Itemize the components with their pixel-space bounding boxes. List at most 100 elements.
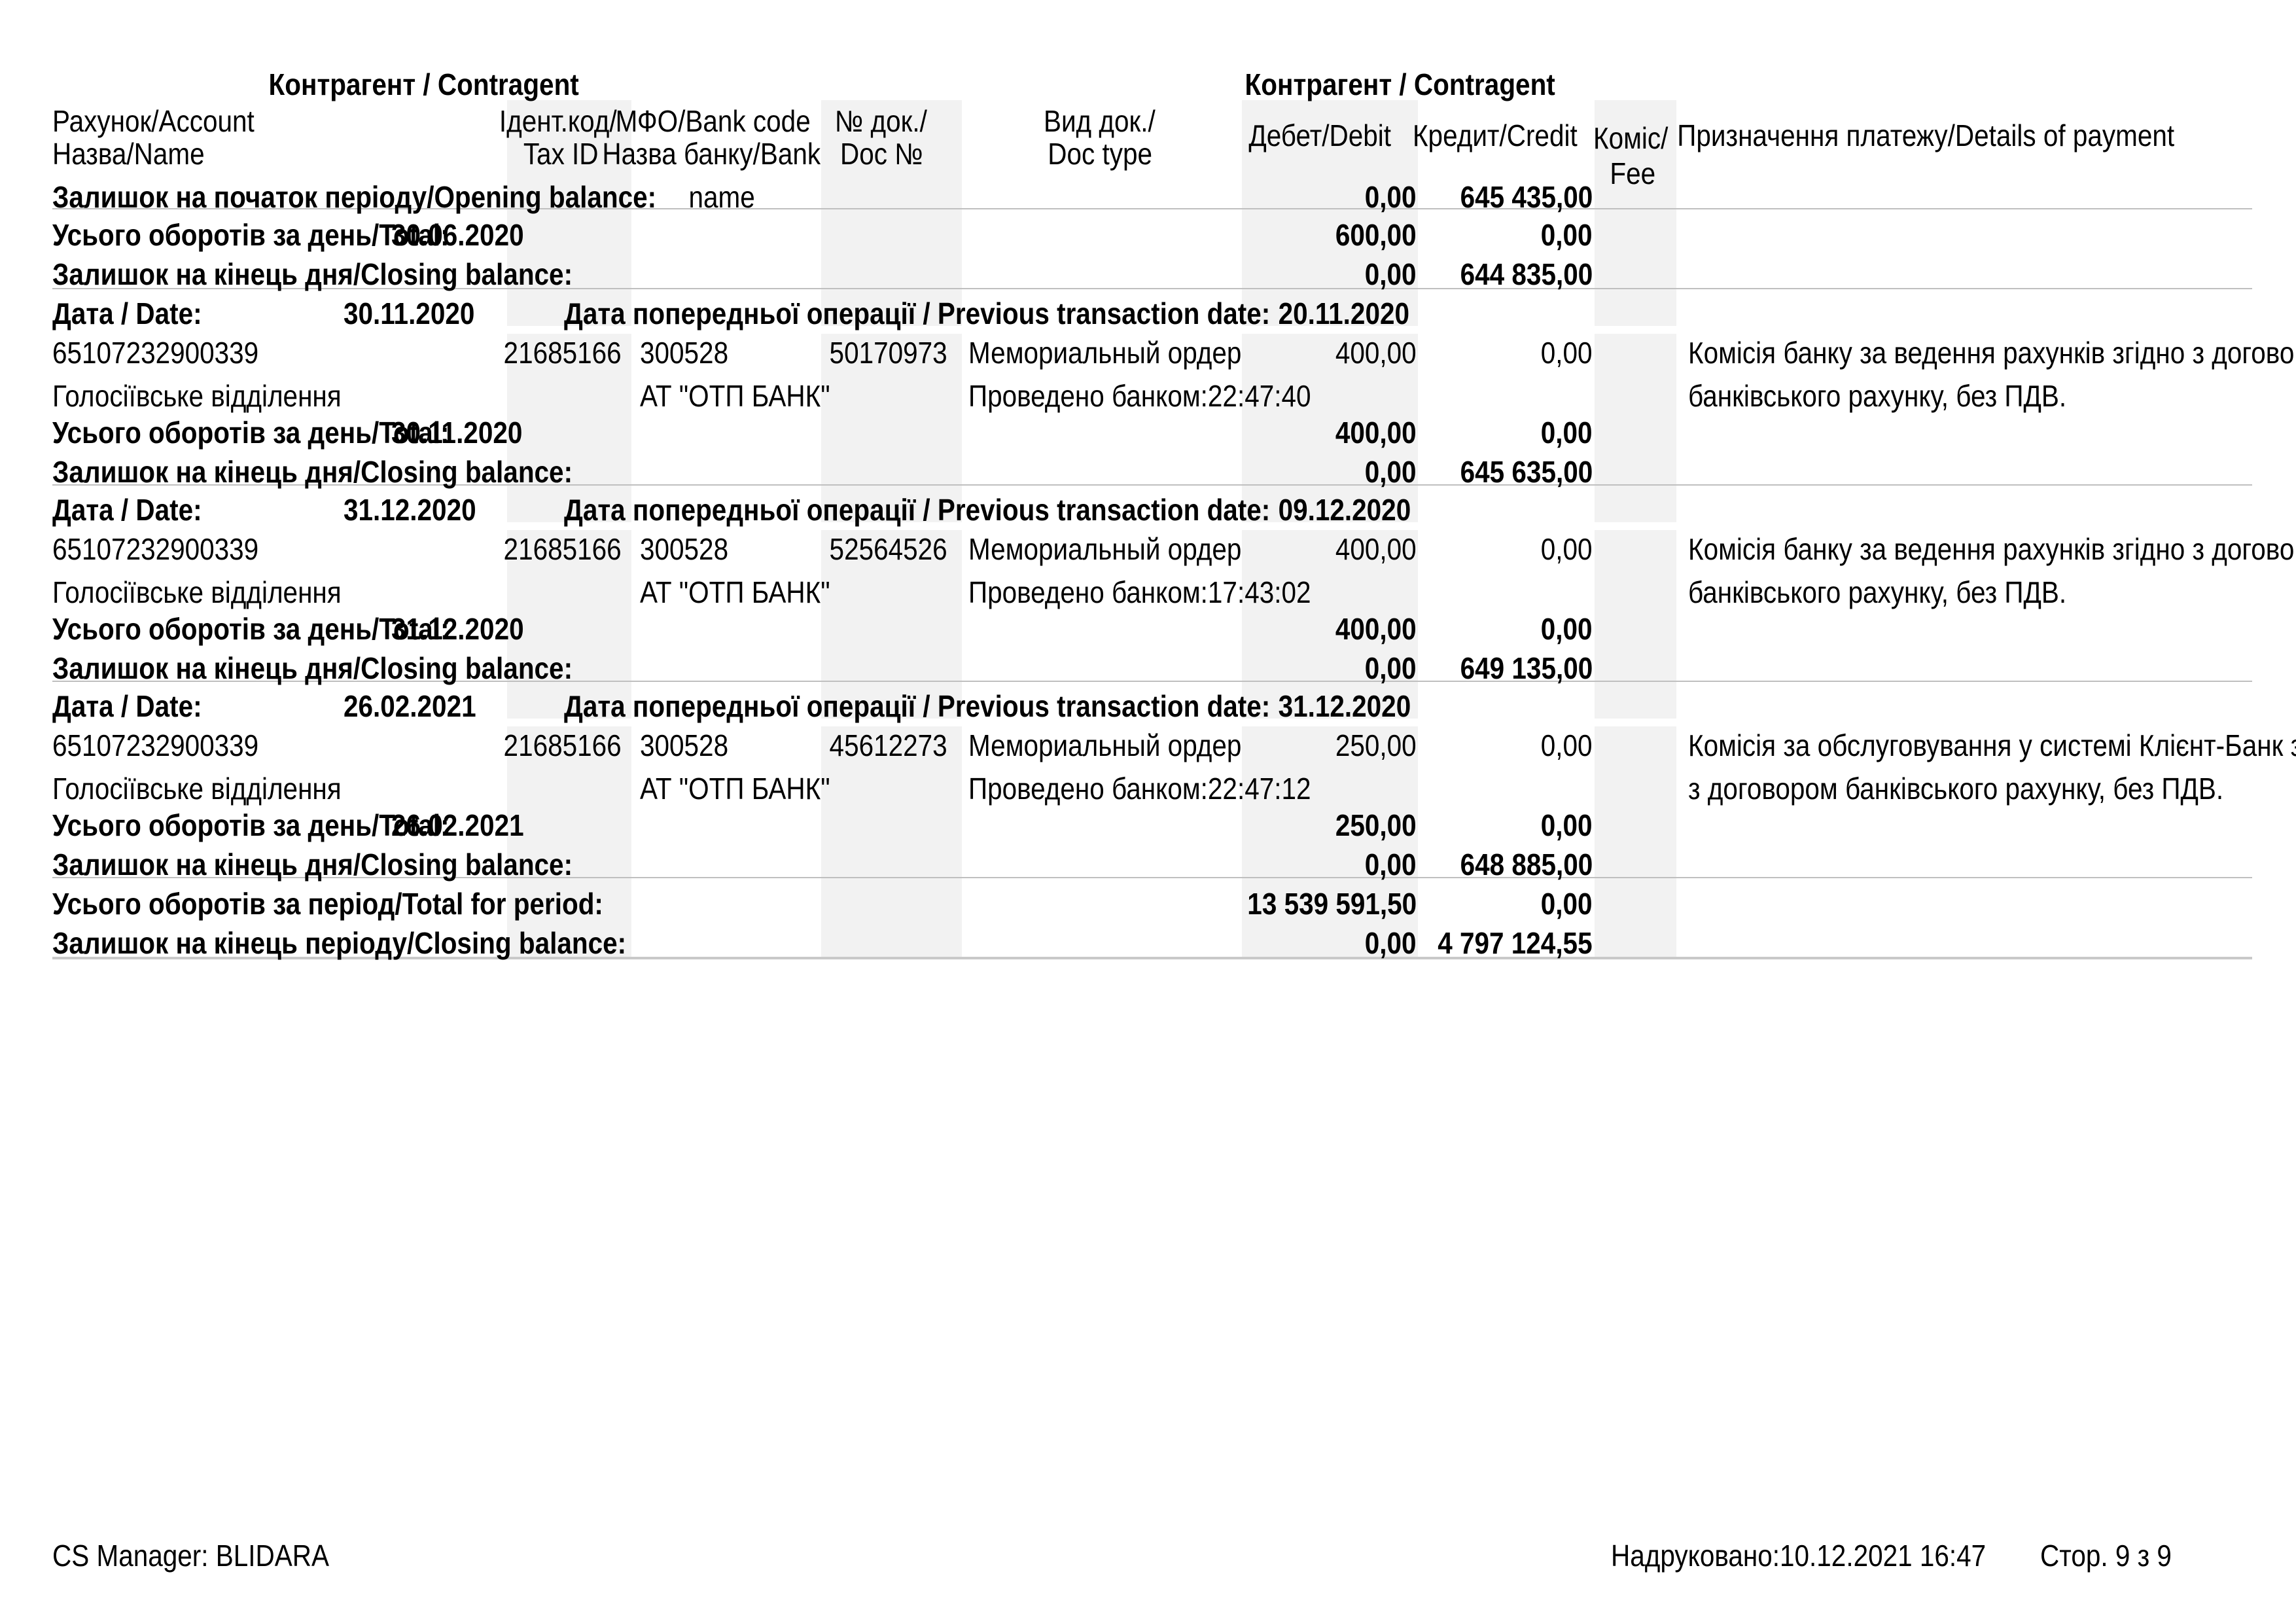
opening-balance-debit: 0,00 bbox=[1365, 180, 1417, 214]
footer-cs-manager: CS Manager: BLIDARA bbox=[52, 1539, 329, 1573]
prev-transaction-label: Дата попередньої операції / Previous tra… bbox=[564, 689, 1271, 723]
day-total-label: Усього оборотів за день/Total: bbox=[52, 416, 450, 450]
period-total-credit: 0,00 bbox=[1541, 887, 1593, 921]
prev-transaction-date: Дата попередньої операції / Previous tra… bbox=[564, 296, 1409, 331]
day-total-debit: 400,00 bbox=[1335, 612, 1417, 646]
day-closing-credit: 648 885,00 bbox=[1460, 847, 1593, 882]
col-header-credit: Кредит/Credit bbox=[1412, 118, 1578, 152]
txn-debit: 400,00 bbox=[1335, 532, 1417, 566]
prev-transaction-value: 20.11.2020 bbox=[1278, 296, 1409, 330]
period-closing-label: Залишок на кінець періоду/Closing balanc… bbox=[52, 926, 627, 960]
col-header-fee-1: Коміс/ bbox=[1593, 121, 1669, 155]
col-header-fee-2: Fee bbox=[1610, 156, 1656, 190]
separator-line bbox=[52, 208, 2252, 209]
day-closing-label: Залишок на кінець дня/Closing balance: bbox=[52, 651, 573, 685]
txn-bank-code: 300528 bbox=[640, 532, 729, 566]
txn-doc-no: 50170973 bbox=[829, 336, 947, 370]
day-total-debit: 400,00 bbox=[1335, 416, 1417, 450]
txn-doc-info: Проведено банком:22:47:40 bbox=[968, 379, 1311, 413]
day-closing-label: Залишок на кінець дня/Closing balance: bbox=[52, 847, 573, 882]
txn-name: Голосіївське відділення bbox=[52, 575, 342, 609]
txn-doc-no: 52564526 bbox=[829, 532, 947, 566]
day-closing-debit: 0,00 bbox=[1365, 651, 1417, 685]
day-closing-label: Залишок на кінець дня/Closing balance: bbox=[52, 257, 573, 291]
period-closing-credit: 4 797 124,55 bbox=[1438, 926, 1593, 960]
col-header-bank-1: МФО/Bank code bbox=[615, 104, 811, 138]
prev-transaction-label: Дата попередньої операції / Previous tra… bbox=[564, 296, 1271, 330]
txn-credit: 0,00 bbox=[1541, 336, 1593, 370]
txn-doc-no: 45612273 bbox=[829, 728, 947, 762]
prev-transaction-value: 31.12.2020 bbox=[1278, 689, 1411, 723]
txn-taxid: 21685166 bbox=[503, 728, 622, 762]
txn-name: Голосіївське відділення bbox=[52, 772, 342, 806]
txn-bank-code: 300528 bbox=[640, 728, 729, 762]
col-header-name: Назва/Name bbox=[52, 137, 205, 171]
day-closing-debit: 0,00 bbox=[1365, 847, 1417, 882]
txn-details-line1: Комісія за обслуговування у системі Кліє… bbox=[1688, 728, 2296, 762]
footer-printed-date: Надруковано:10.12.2021 16:47 bbox=[1611, 1539, 1987, 1573]
txn-debit: 250,00 bbox=[1335, 728, 1417, 762]
txn-doc-info: Проведено банком:22:47:12 bbox=[968, 772, 1311, 806]
txn-bank-name: АТ "ОТП БАНК" bbox=[640, 772, 830, 806]
col-header-taxid-1: Ідент.код/ bbox=[499, 104, 617, 138]
col-header-debit: Дебет/Debit bbox=[1248, 118, 1391, 152]
stripe-gap bbox=[504, 326, 1682, 334]
table-bottom-line bbox=[52, 957, 2252, 959]
day-closing-credit: 645 635,00 bbox=[1460, 455, 1593, 489]
txn-doc-type: Мемориальный ордер bbox=[968, 336, 1242, 370]
footer-page-number: Стор. 9 з 9 bbox=[2040, 1539, 2172, 1573]
date-value: 26.02.2021 bbox=[344, 689, 476, 723]
txn-bank-code: 300528 bbox=[640, 336, 729, 370]
day-total-debit: 250,00 bbox=[1335, 808, 1417, 842]
txn-taxid: 21685166 bbox=[503, 336, 622, 370]
col-header-docno-2: Doc № bbox=[840, 137, 923, 171]
date-label: Дата / Date: bbox=[52, 493, 202, 527]
period-closing-debit: 0,00 bbox=[1365, 926, 1417, 960]
contragent-header-left: Контрагент / Contragent bbox=[268, 67, 579, 101]
day-total-date: 26.02.2021 bbox=[391, 808, 524, 842]
txn-details-line2: банківського рахунку, без ПДВ. bbox=[1688, 379, 2067, 413]
col-header-docno-1: № док./ bbox=[834, 104, 927, 138]
day-total-credit: 0,00 bbox=[1541, 808, 1593, 842]
prev-transaction-value: 09.12.2020 bbox=[1278, 493, 1411, 527]
txn-bank-name: АТ "ОТП БАНК" bbox=[640, 379, 830, 413]
day-closing-credit: 649 135,00 bbox=[1460, 651, 1593, 685]
stripe-gap bbox=[504, 719, 1682, 726]
day-total-date: 30.06.2020 bbox=[391, 218, 524, 252]
txn-doc-type: Мемориальный ордер bbox=[968, 728, 1242, 762]
day-closing-label: Залишок на кінець дня/Closing balance: bbox=[52, 455, 573, 489]
col-header-details: Призначення платежу/Details of payment bbox=[1677, 118, 2175, 152]
col-header-bank-3: name bbox=[688, 180, 755, 214]
period-total-debit: 13 539 591,50 bbox=[1247, 887, 1417, 921]
prev-transaction-date: Дата попередньої операції / Previous tra… bbox=[564, 689, 1411, 724]
separator-line bbox=[52, 288, 2252, 289]
day-total-label: Усього оборотів за день/Total: bbox=[52, 808, 450, 842]
day-total-credit: 0,00 bbox=[1541, 218, 1593, 252]
date-value: 30.11.2020 bbox=[344, 296, 475, 330]
separator-line bbox=[52, 681, 2252, 682]
separator-line bbox=[52, 484, 2252, 486]
separator-line bbox=[52, 877, 2252, 878]
prev-transaction-date: Дата попередньої операції / Previous tra… bbox=[564, 493, 1411, 527]
txn-debit: 400,00 bbox=[1335, 336, 1417, 370]
txn-details-line2: з договором банківського рахунку, без ПД… bbox=[1688, 772, 2224, 806]
txn-credit: 0,00 bbox=[1541, 532, 1593, 566]
txn-credit: 0,00 bbox=[1541, 728, 1593, 762]
day-total-debit: 600,00 bbox=[1335, 218, 1417, 252]
period-total-label: Усього оборотів за період/Total for peri… bbox=[52, 887, 603, 921]
day-total-credit: 0,00 bbox=[1541, 612, 1593, 646]
col-header-doctype-2: Doc type bbox=[1048, 137, 1152, 171]
contragent-header-right: Контрагент / Contragent bbox=[1245, 67, 1555, 101]
txn-details-line2: банківського рахунку, без ПДВ. bbox=[1688, 575, 2067, 609]
day-closing-credit: 644 835,00 bbox=[1460, 257, 1593, 291]
txn-doc-type: Мемориальный ордер bbox=[968, 532, 1242, 566]
date-label: Дата / Date: bbox=[52, 296, 202, 330]
col-header-taxid-2: Tax ID bbox=[523, 137, 599, 171]
col-header-bank-2: Назва банку/Bank bbox=[602, 137, 821, 171]
txn-name: Голосіївське відділення bbox=[52, 379, 342, 413]
opening-balance-label: Залишок на початок періоду/Opening balan… bbox=[52, 180, 657, 214]
txn-account: 65107232900339 bbox=[52, 532, 259, 566]
txn-details-line1: Комісія банку за ведення рахунків згідно… bbox=[1688, 532, 2296, 566]
txn-taxid: 21685166 bbox=[503, 532, 622, 566]
